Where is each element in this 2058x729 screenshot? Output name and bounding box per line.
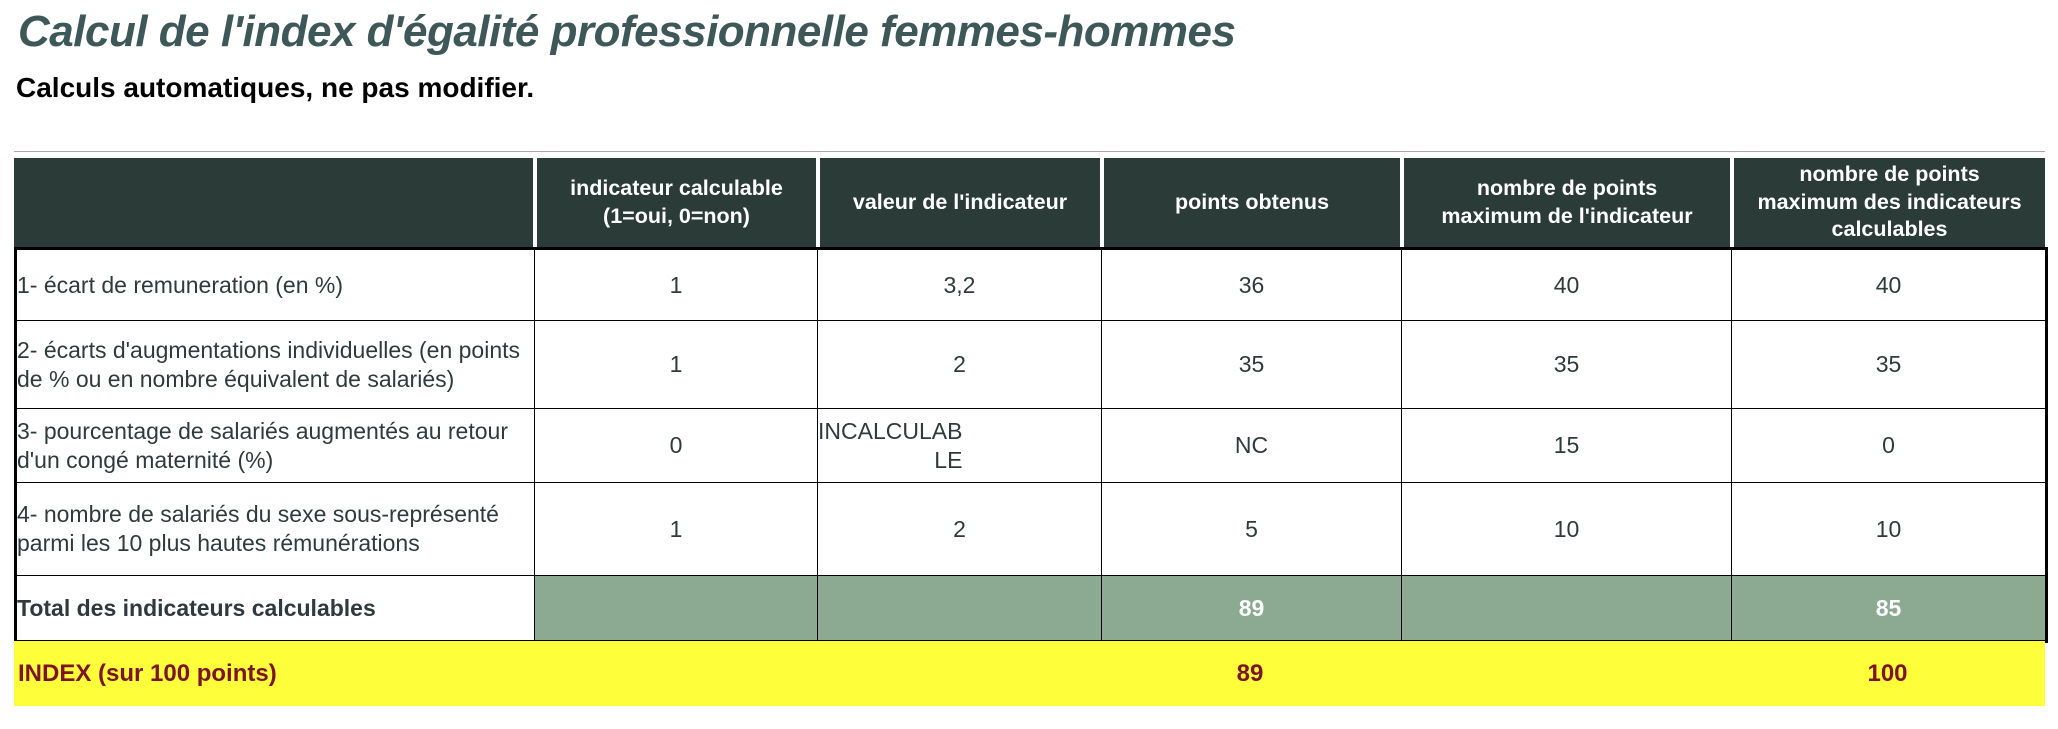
page-subtitle: Calculs automatiques, ne pas modifier. bbox=[16, 72, 535, 103]
incalculable-wrapped-text: INCALCULAB LE bbox=[818, 417, 963, 473]
total-label-cell: Total des indicateurs calculables bbox=[15, 575, 535, 642]
indicator-calculable-cell: 1 bbox=[534, 320, 818, 409]
max-points-calculable-cell: 0 bbox=[1731, 408, 2047, 483]
max-points-calculable-cell: 40 bbox=[1731, 248, 2047, 321]
index-points-value: 89 bbox=[1236, 659, 1264, 687]
indicator-value-cell: 3,2 bbox=[817, 248, 1102, 321]
table-header-row: indicateur calculable (1=oui, 0=non) val… bbox=[14, 158, 2045, 247]
row-label-cell: 3- pourcentage de salariés augmentés au … bbox=[15, 408, 535, 483]
index-label: INDEX (sur 100 points) bbox=[18, 659, 277, 687]
row-label-cell: 4- nombre de salariés du sexe sous-repré… bbox=[15, 482, 535, 576]
max-points-indicator-cell: 15 bbox=[1401, 408, 1732, 483]
row-label-cell: 1- écart de remuneration (en %) bbox=[15, 248, 535, 321]
row-label-cell: 2- écarts d'augmentations individuelles … bbox=[15, 320, 535, 409]
indicator-value-cell: 2 bbox=[817, 482, 1102, 576]
column-header-max-points-indicateur: nombre de points maximum de l'indicateur bbox=[1400, 158, 1730, 247]
max-points-indicator-cell: 35 bbox=[1401, 320, 1732, 409]
total-empty-cell bbox=[1401, 575, 1732, 642]
column-header-points-obtenus: points obtenus bbox=[1100, 158, 1400, 247]
total-max-calculables-cell: 85 bbox=[1731, 575, 2047, 642]
max-points-calculable-cell: 35 bbox=[1731, 320, 2047, 409]
total-points-cell: 89 bbox=[1101, 575, 1402, 642]
max-points-indicator-cell: 10 bbox=[1401, 482, 1732, 576]
column-header-valeur-indicateur: valeur de l'indicateur bbox=[816, 158, 1100, 247]
index-row: INDEX (sur 100 points) 89 100 bbox=[14, 641, 2045, 706]
total-row: Total des indicateurs calculables 89 85 bbox=[15, 575, 2047, 642]
page-title: Calcul de l'index d'égalité professionne… bbox=[18, 7, 1236, 56]
indicator-value-cell: INCALCULAB LE bbox=[817, 408, 1102, 483]
column-header-indicateur-calculable: indicateur calculable (1=oui, 0=non) bbox=[533, 158, 816, 247]
indicator-value-cell: 2 bbox=[817, 320, 1102, 409]
table-row-indicator-2: 2- écarts d'augmentations individuelles … bbox=[15, 320, 2047, 409]
column-header-empty bbox=[14, 158, 533, 247]
max-points-indicator-cell: 40 bbox=[1401, 248, 1732, 321]
indicator-calculable-cell: 1 bbox=[534, 482, 818, 576]
total-empty-cell bbox=[534, 575, 818, 642]
points-obtained-cell: 35 bbox=[1101, 320, 1402, 409]
max-points-calculable-cell: 10 bbox=[1731, 482, 2047, 576]
table-row-indicator-4: 4- nombre de salariés du sexe sous-repré… bbox=[15, 482, 2047, 576]
indicator-calculable-cell: 0 bbox=[534, 408, 818, 483]
table-top-gridline bbox=[14, 151, 2045, 152]
indicators-table: 1- écart de remuneration (en %) 1 3,2 36… bbox=[14, 247, 2048, 643]
points-obtained-cell: 36 bbox=[1101, 248, 1402, 321]
indicator-calculable-cell: 1 bbox=[534, 248, 818, 321]
total-empty-cell bbox=[817, 575, 1102, 642]
column-header-max-points-calculables: nombre de points maximum des indicateurs… bbox=[1730, 158, 2045, 247]
index-max-value: 100 bbox=[1867, 659, 1908, 687]
table-row-indicator-1: 1- écart de remuneration (en %) 1 3,2 36… bbox=[15, 248, 2047, 321]
points-obtained-cell: NC bbox=[1101, 408, 1402, 483]
table-row-indicator-3: 3- pourcentage de salariés augmentés au … bbox=[15, 408, 2047, 483]
points-obtained-cell: 5 bbox=[1101, 482, 1402, 576]
